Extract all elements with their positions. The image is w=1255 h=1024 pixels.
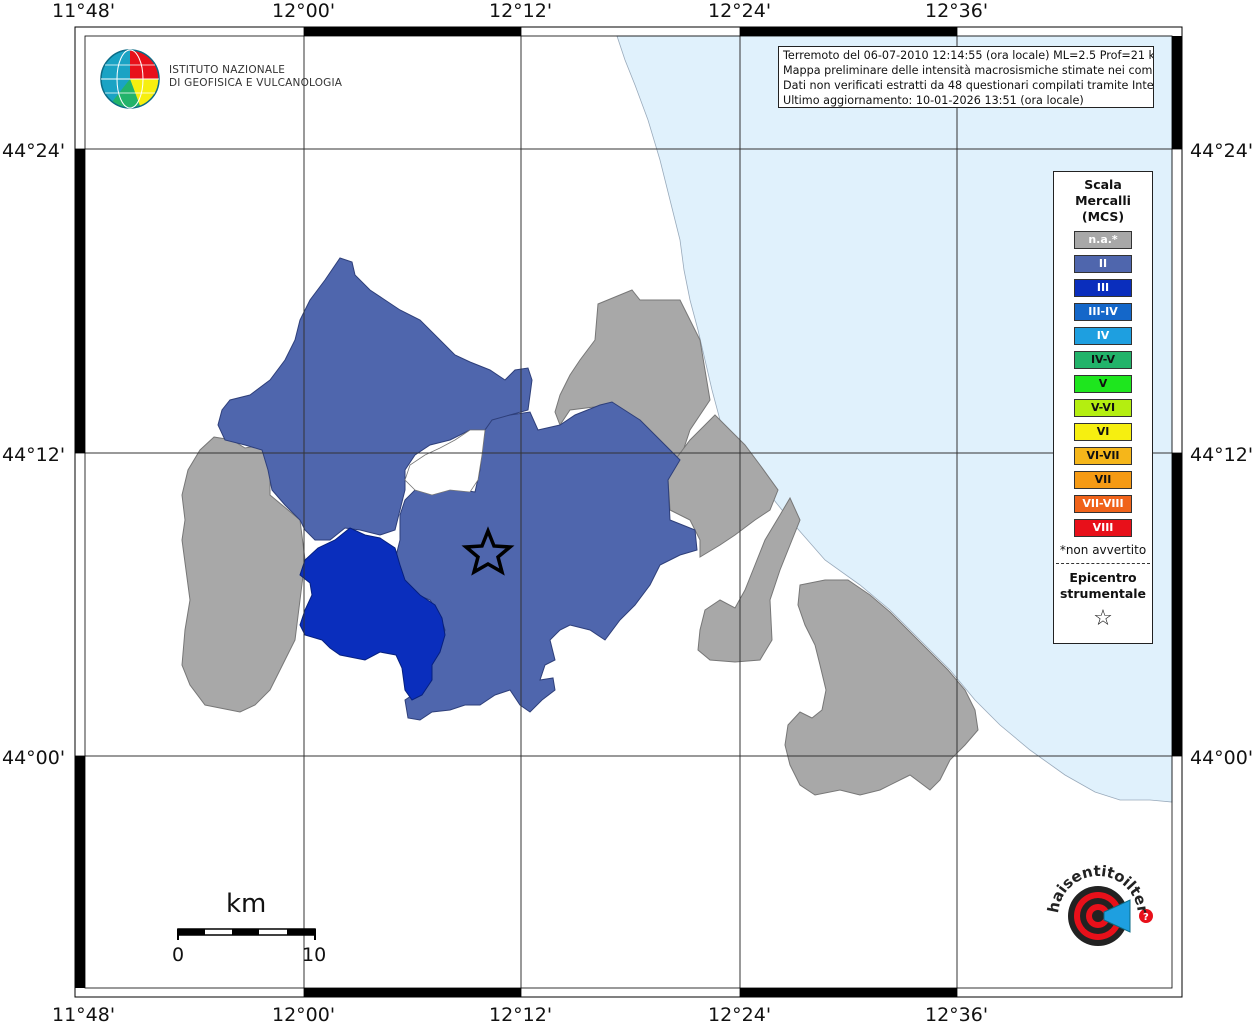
- legend-swatch-iii-iv: III-IV: [1074, 303, 1132, 321]
- municipality-na-strip: [697, 496, 801, 663]
- lat-label-right-2: 44°12': [1190, 444, 1253, 466]
- legend-swatch-v: V: [1074, 375, 1132, 393]
- legend-separator: [1056, 563, 1150, 564]
- municipality-na-coast: [667, 414, 779, 558]
- municipality-nodata: [404, 429, 486, 496]
- legend-epi-1: Epicentro: [1069, 570, 1137, 585]
- ingv-logo-line1: ISTITUTO NAZIONALE: [169, 64, 286, 76]
- info-line-1: Terremoto del 06-07-2010 12:14:55 (ora l…: [783, 49, 1154, 62]
- legend-swatch-ii: II: [1074, 255, 1132, 273]
- legend-swatch-iv: IV: [1074, 327, 1132, 345]
- epicenter-star-icon: [461, 526, 515, 576]
- legend-swatch-iv-v: IV-V: [1074, 351, 1132, 369]
- municipality-na-south: [784, 579, 979, 796]
- lon-label-top-3: 12°12': [489, 0, 552, 22]
- lat-label-right-3: 44°00': [1190, 747, 1253, 769]
- legend-swatch-viii: VIII: [1074, 519, 1132, 537]
- legend-swatch-n-a: n.a.*: [1074, 231, 1132, 249]
- legend-epicenter-label: Epicentro strumentale: [1054, 570, 1152, 602]
- event-info-box: Terremoto del 06-07-2010 12:14:55 (ora l…: [778, 46, 1154, 108]
- ingv-globe-icon: [100, 49, 160, 109]
- municipality-iii: [299, 527, 446, 701]
- graticule: [75, 27, 1182, 997]
- scale-end-label: 10: [302, 944, 327, 966]
- legend-epi-2: strumentale: [1059, 586, 1147, 601]
- legend-title-3: (MCS): [1081, 209, 1125, 224]
- info-line-3: Dati non verificati estratti da 48 quest…: [783, 79, 1154, 92]
- ingv-logo-line2: DI GEOFISICA E VULCANOLOGIA: [169, 77, 343, 89]
- ingv-logo-text: ISTITUTO NAZIONALE DI GEOFISICA E VULCAN…: [169, 64, 342, 90]
- lon-label-top-5: 12°36': [925, 0, 988, 22]
- legend-swatch-v-vi: V-VI: [1074, 399, 1132, 417]
- legend-swatch-iii: III: [1074, 279, 1132, 297]
- lon-label-bottom-2: 12°00': [272, 1004, 335, 1024]
- map-frame: [74, 26, 1183, 998]
- legend-title-2: Mercalli: [1075, 193, 1131, 208]
- lon-label-top-1: 11°48': [52, 0, 115, 22]
- legend-swatch-vi-vii: VI-VII: [1074, 447, 1132, 465]
- lon-label-bottom-3: 12°12': [489, 1004, 552, 1024]
- legend-swatch-vi: VI: [1074, 423, 1132, 441]
- scale-bar: [177, 928, 316, 940]
- scale-unit-label: km: [226, 889, 267, 919]
- lon-label-top-4: 12°24': [708, 0, 771, 22]
- lat-label-right-1: 44°24': [1190, 140, 1253, 162]
- intensity-legend: Scala Mercalli (MCS) n.a.* II III III-IV IV I…: [1053, 171, 1153, 644]
- legend-star-icon: ☆: [1093, 606, 1113, 631]
- municipality-ii-northwest: [217, 257, 533, 541]
- lon-label-top-2: 12°00': [272, 0, 335, 22]
- info-line-2: Mappa preliminare delle intensità macros…: [783, 64, 1154, 77]
- municipality-ii-central: [394, 401, 698, 721]
- lat-label-left-3: 44°00': [2, 747, 65, 769]
- scale-start-label: 0: [172, 944, 185, 966]
- lon-label-bottom-1: 11°48': [52, 1004, 115, 1024]
- legend-title-1: Scala: [1084, 177, 1122, 192]
- legend-title: Scala Mercalli (MCS): [1054, 177, 1152, 225]
- lat-label-left-1: 44°24': [2, 140, 65, 162]
- legend-note: *non avvertito: [1059, 543, 1147, 557]
- info-line-4: Ultimo aggiornamento: 10-01-2026 13:51 (…: [783, 94, 1084, 107]
- lat-label-left-2: 44°12': [2, 444, 65, 466]
- legend-swatch-vii: VII: [1074, 471, 1132, 489]
- legend-swatch-vii-viii: VII-VIII: [1074, 495, 1132, 513]
- sea-area: [616, 35, 1173, 803]
- legend-swatches: n.a.* II III III-IV IV IV-V V V-VI VI VI-VII VII VI…: [1054, 231, 1152, 537]
- lon-label-bottom-4: 12°24': [708, 1004, 771, 1024]
- lon-label-bottom-5: 12°36': [925, 1004, 988, 1024]
- svg-text:?: ?: [1143, 912, 1149, 923]
